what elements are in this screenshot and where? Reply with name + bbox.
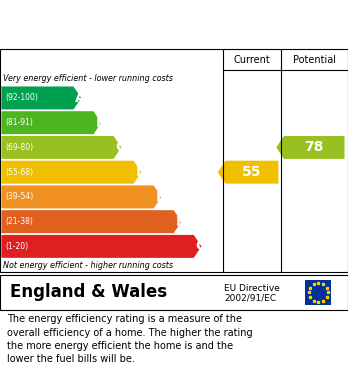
Text: F: F — [175, 215, 185, 229]
Text: Current: Current — [234, 55, 270, 65]
Polygon shape — [1, 86, 81, 109]
Text: Potential: Potential — [293, 55, 336, 65]
Polygon shape — [1, 185, 161, 208]
Polygon shape — [276, 136, 345, 159]
FancyBboxPatch shape — [306, 280, 331, 305]
Text: 2002/91/EC: 2002/91/EC — [224, 293, 277, 302]
Text: (39-54): (39-54) — [6, 192, 34, 201]
Polygon shape — [1, 136, 121, 159]
Text: Not energy efficient - higher running costs: Not energy efficient - higher running co… — [3, 261, 174, 270]
Polygon shape — [1, 235, 201, 258]
Polygon shape — [1, 111, 101, 134]
Text: (55-68): (55-68) — [6, 168, 34, 177]
Text: Very energy efficient - lower running costs: Very energy efficient - lower running co… — [3, 74, 173, 83]
Text: A: A — [75, 91, 86, 105]
Text: C: C — [115, 140, 126, 154]
Text: (21-38): (21-38) — [6, 217, 33, 226]
Text: (1-20): (1-20) — [6, 242, 29, 251]
Text: (69-80): (69-80) — [6, 143, 34, 152]
Text: E: E — [156, 190, 165, 204]
Text: 78: 78 — [304, 140, 324, 154]
Text: G: G — [196, 239, 207, 253]
Text: (81-91): (81-91) — [6, 118, 33, 127]
Polygon shape — [1, 210, 181, 233]
Text: EU Directive: EU Directive — [224, 284, 280, 293]
Text: The energy efficiency rating is a measure of the
overall efficiency of a home. T: The energy efficiency rating is a measur… — [7, 314, 253, 364]
Text: England & Wales: England & Wales — [10, 283, 168, 301]
Text: D: D — [135, 165, 147, 179]
Polygon shape — [1, 161, 141, 184]
Text: B: B — [95, 116, 106, 130]
Text: Energy Efficiency Rating: Energy Efficiency Rating — [10, 22, 220, 36]
Text: 55: 55 — [242, 165, 262, 179]
Text: (92-100): (92-100) — [6, 93, 38, 102]
Polygon shape — [218, 161, 278, 184]
